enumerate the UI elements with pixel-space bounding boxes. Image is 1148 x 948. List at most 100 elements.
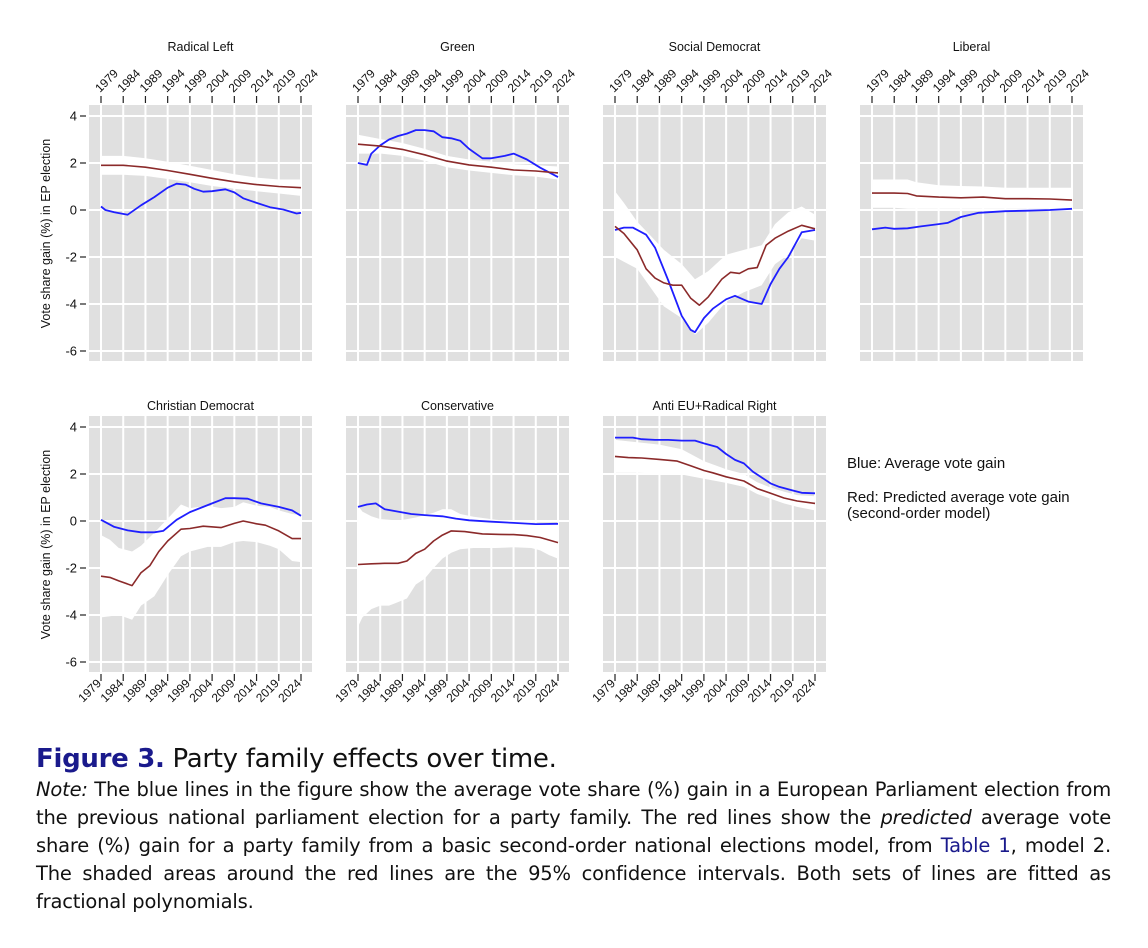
x-tick-label: 1999	[181, 66, 210, 95]
panel-social-democrat: Social Democrat1979198419891994199920042…	[603, 40, 835, 361]
x-tick-label: 1984	[355, 676, 384, 705]
panel-green: Green 19791984198919941999200420092014201…	[346, 40, 578, 361]
x-tick-label: 1984	[885, 66, 914, 95]
x-tick-label: 1979	[863, 66, 892, 95]
confidence-band	[615, 439, 815, 511]
confidence-band	[358, 505, 558, 627]
confidence-band	[615, 191, 815, 335]
panel-title: Green	[440, 40, 475, 54]
x-tick-label: 1999	[678, 676, 707, 705]
predicted-vote-gain-line	[101, 164, 302, 189]
predicted-vote-gain-line	[357, 143, 559, 174]
confidence-band	[101, 502, 301, 620]
figure-title: Party family effects over time.	[172, 744, 557, 774]
caption-title: Figure 3. Party family effects over time…	[36, 744, 1111, 774]
x-tick-label: 2014	[505, 66, 534, 95]
x-tick-label: 1979	[589, 676, 618, 705]
predicted-vote-gain-line	[614, 224, 816, 306]
x-tick-label: 1999	[421, 676, 450, 705]
x-tick-label: 2009	[997, 66, 1026, 95]
average-vote-gain-line	[614, 226, 816, 334]
x-tick-label: 2004	[443, 676, 472, 705]
x-tick-label: 2004	[460, 66, 489, 95]
confidence-band	[872, 179, 1072, 209]
y-axis-label: Vote share gain (%) in EP election	[39, 139, 53, 329]
x-tick-label: 2009	[723, 676, 752, 705]
x-tick-label: 1979	[92, 66, 121, 95]
note-text-2: average vote share (%) gain for a party …	[36, 806, 1111, 857]
x-tick-label: 1989	[908, 66, 937, 95]
x-tick-label: 2024	[292, 66, 321, 95]
x-tick-label: 2024	[549, 66, 578, 95]
table-1-link[interactable]: Table 1	[940, 834, 1011, 857]
panel-radical-left: Radical Left 1979198419891994199920042009…	[39, 40, 321, 361]
x-tick-label: 2019	[253, 676, 282, 705]
note-text-1: The blue lines in the figure show the av…	[36, 778, 1111, 829]
x-tick-label: 1999	[438, 66, 467, 95]
y-tick-label: 0	[70, 203, 77, 218]
x-tick-label: 2014	[1019, 66, 1048, 95]
x-tick-label: 1994	[142, 676, 171, 705]
x-tick-label: 2004	[700, 676, 729, 705]
average-vote-gain-line	[100, 182, 302, 216]
y-tick-label: 0	[70, 514, 77, 529]
x-tick-label: 2019	[270, 66, 299, 95]
x-tick-label: 2014	[745, 676, 774, 705]
x-tick-label: 1999	[695, 66, 724, 95]
x-tick-label: 1979	[332, 676, 361, 705]
y-tick-label: 2	[70, 467, 77, 482]
x-tick-label: 2004	[203, 66, 232, 95]
x-tick-label: 2014	[762, 66, 791, 95]
x-tick-label: 2024	[275, 676, 304, 705]
y-axis-label: Vote share gain (%) in EP election	[39, 450, 53, 640]
x-tick-label: 1994	[930, 66, 959, 95]
x-tick-label: 1979	[75, 676, 104, 705]
x-tick-label: 2014	[488, 676, 517, 705]
x-tick-label: 2009	[226, 66, 255, 95]
panel-title: Social Democrat	[669, 40, 761, 54]
x-tick-label: 1994	[399, 676, 428, 705]
x-tick-label: 2024	[789, 676, 818, 705]
x-tick-label: 2004	[717, 66, 746, 95]
x-tick-label: 1984	[628, 66, 657, 95]
x-tick-label: 2004	[186, 676, 215, 705]
x-tick-label: 2019	[527, 66, 556, 95]
average-vote-gain-line	[100, 497, 302, 534]
predicted-vote-gain-line	[100, 520, 301, 587]
y-tick-label: 2	[70, 156, 77, 171]
x-tick-label: 1999	[952, 66, 981, 95]
panel-background	[89, 105, 312, 361]
caption-note: Note: The blue lines in the figure show …	[36, 776, 1111, 916]
y-tick-label: -4	[65, 297, 77, 312]
x-tick-label: 2009	[740, 66, 769, 95]
x-tick-label: 2024	[532, 676, 561, 705]
x-tick-label: 1999	[164, 676, 193, 705]
y-tick-label: -6	[65, 344, 77, 359]
x-tick-label: 2014	[248, 66, 277, 95]
figure-caption: Figure 3. Party family effects over time…	[36, 744, 1111, 916]
average-vote-gain-line	[615, 436, 816, 495]
legend-blue-entry: Blue: Average vote gain	[847, 455, 1006, 472]
x-tick-label: 2019	[767, 676, 796, 705]
panel-title: Liberal	[953, 40, 991, 54]
x-tick-label: 1984	[612, 676, 641, 705]
x-tick-label: 2019	[1041, 66, 1070, 95]
x-tick-label: 2014	[231, 676, 260, 705]
x-tick-label: 1994	[673, 66, 702, 95]
panel-title: Christian Democrat	[147, 399, 255, 413]
panel-background	[860, 105, 1083, 361]
x-tick-label: 1984	[98, 676, 127, 705]
panel-title: Anti EU+Radical Right	[652, 399, 777, 413]
predicted-vote-gain-line	[614, 455, 816, 505]
x-tick-label: 1989	[120, 676, 149, 705]
panel-liberal: Liberal197919841989199419992004200920142…	[860, 40, 1092, 361]
x-tick-label: 1989	[634, 676, 663, 705]
x-tick-label: 1989	[137, 66, 166, 95]
x-tick-label: 1979	[349, 66, 378, 95]
x-tick-label: 2009	[466, 676, 495, 705]
note-italic-predicted: predicted	[880, 806, 972, 829]
average-vote-gain-line	[871, 207, 1073, 231]
x-tick-label: 1989	[394, 66, 423, 95]
panel-anti-eu-radical-right: Anti EU+Radical Right 1979198419891994199…	[589, 399, 826, 705]
y-tick-label: 4	[70, 420, 77, 435]
